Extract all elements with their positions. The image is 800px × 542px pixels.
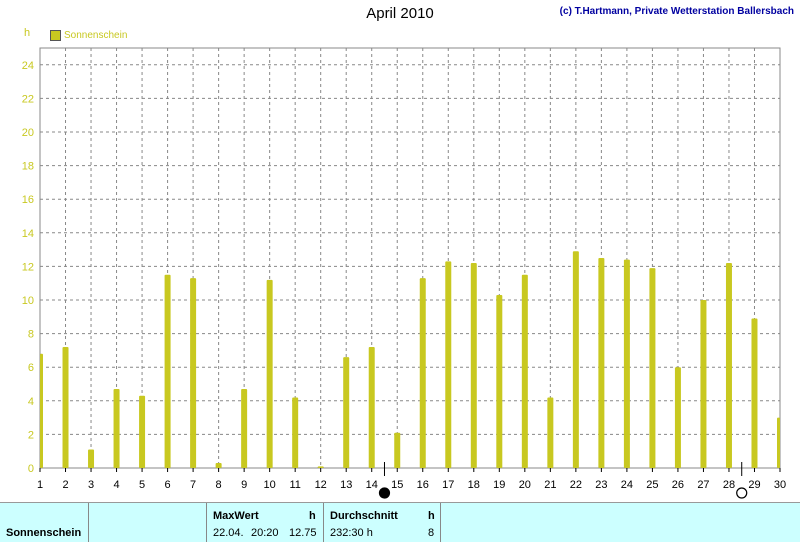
x-tick-label: 30 [774,479,786,491]
bar [215,462,222,468]
y-tick-label: 6 [28,362,34,374]
x-tick-label: 14 [366,479,378,491]
x-tick-label: 6 [165,479,171,491]
x-tick-label: 16 [417,479,429,491]
bar [496,294,503,468]
y-tick-label: 2 [28,429,34,441]
chart-title: April 2010 [366,5,434,22]
table-divider [440,503,441,542]
bar [164,274,171,468]
x-tick-label: 8 [216,479,222,491]
y-tick-label: 16 [22,194,34,206]
bar [623,259,630,468]
bar [266,279,273,468]
y-tick-label: 20 [22,127,34,139]
bar [419,278,426,468]
summary-table: Sonnenschein MaxWert h 22.04. 20:20 12.7… [0,502,800,542]
x-tick-label: 27 [697,479,709,491]
bar [241,389,248,468]
x-tick-label: 12 [315,479,327,491]
legend: Sonnenschein [50,30,127,41]
bar [521,274,528,468]
avg-value: 8 [428,527,435,539]
full-moon-icon [736,487,748,499]
bar [598,258,605,468]
bar [190,278,197,468]
x-tick-label: 3 [88,479,94,491]
bar [470,263,477,468]
bar [317,466,324,468]
bar [572,251,579,468]
x-tick-label: 2 [62,479,68,491]
new-moon-icon [378,487,391,499]
bar [445,261,452,468]
bar [113,389,120,468]
avg-header: Durchschnitt [330,510,398,522]
bar [139,395,146,468]
bar [40,353,43,468]
x-tick-label: 18 [468,479,480,491]
x-tick-label: 22 [570,479,582,491]
x-tick-label: 19 [493,479,505,491]
bar [547,397,554,468]
credit-text: (c) T.Hartmann, Private Wetterstation Ba… [559,6,794,17]
x-tick-label: 13 [340,479,352,491]
x-tick-label: 5 [139,479,145,491]
y-tick-label: 24 [22,60,34,72]
x-tick-label: 24 [621,479,633,491]
row-label: Sonnenschein [6,527,82,539]
x-tick-label: 25 [646,479,658,491]
bar [292,397,299,468]
max-time: 20:20 [251,527,279,539]
max-header: MaxWert [213,510,259,522]
bar [88,449,95,468]
x-tick-label: 11 [289,479,300,491]
x-tick-label: 10 [264,479,276,491]
avg-cell: Durchschnitt h 232:30 h 8 [323,503,441,542]
max-value: 12.75 [289,527,317,539]
plot-frame [39,47,781,469]
y-tick-label: 8 [28,329,34,341]
avg-total: 232:30 h [330,527,373,539]
empty-cell [88,503,207,542]
x-tick-label: 28 [723,479,735,491]
bar [343,357,350,468]
y-axis-unit: h [24,27,31,39]
max-cell: MaxWert h 22.04. 20:20 12.75 [206,503,324,542]
max-date: 22.04. [213,527,244,539]
y-tick-label: 22 [22,93,34,105]
bar [777,417,780,468]
bar [649,268,656,468]
max-unit: h [309,510,316,522]
x-tick-label: 29 [748,479,760,491]
bar [751,318,758,468]
y-tick-label: 10 [22,295,34,307]
x-tick-label: 21 [544,479,556,491]
y-tick-label: 14 [22,228,34,240]
legend-swatch [50,30,61,41]
bar [62,347,69,468]
x-tick-label: 4 [113,479,119,491]
avg-unit: h [428,510,435,522]
x-tick-label: 17 [442,479,454,491]
x-tick-label: 7 [190,479,196,491]
bar [700,300,707,468]
x-tick-label: 9 [241,479,247,491]
y-tick-label: 0 [28,463,34,475]
x-tick-label: 20 [519,479,531,491]
y-tick-label: 18 [22,161,34,173]
x-tick-label: 23 [595,479,607,491]
y-tick-label: 4 [28,396,34,408]
x-tick-label: 1 [37,479,43,491]
x-tick-label: 15 [391,479,403,491]
bar [725,263,732,468]
bar [394,432,401,468]
y-tick-label: 12 [22,261,34,273]
x-tick-label: 26 [672,479,684,491]
legend-label: Sonnenschein [64,30,128,41]
bar [674,367,681,468]
bar [368,347,375,468]
